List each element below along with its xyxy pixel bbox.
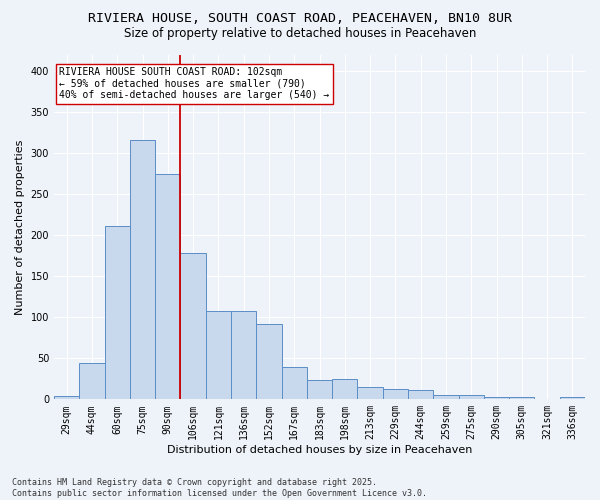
Bar	[433, 395, 458, 400]
Bar	[206, 311, 231, 400]
Bar	[231, 311, 256, 400]
Bar	[509, 397, 535, 400]
Bar	[54, 396, 79, 400]
Bar	[307, 380, 332, 400]
Bar	[256, 324, 281, 400]
Text: RIVIERA HOUSE, SOUTH COAST ROAD, PEACEHAVEN, BN10 8UR: RIVIERA HOUSE, SOUTH COAST ROAD, PEACEHA…	[88, 12, 512, 26]
Bar	[104, 226, 130, 400]
Bar	[560, 397, 585, 400]
Bar	[130, 140, 155, 400]
Bar	[383, 388, 408, 400]
Bar	[181, 252, 206, 400]
X-axis label: Distribution of detached houses by size in Peacehaven: Distribution of detached houses by size …	[167, 445, 472, 455]
Bar	[535, 398, 560, 400]
Text: Contains HM Land Registry data © Crown copyright and database right 2025.
Contai: Contains HM Land Registry data © Crown c…	[12, 478, 427, 498]
Bar	[281, 366, 307, 400]
Bar	[332, 379, 358, 400]
Bar	[458, 395, 484, 400]
Bar	[155, 174, 181, 400]
Text: Size of property relative to detached houses in Peacehaven: Size of property relative to detached ho…	[124, 28, 476, 40]
Bar	[408, 390, 433, 400]
Y-axis label: Number of detached properties: Number of detached properties	[15, 140, 25, 315]
Text: RIVIERA HOUSE SOUTH COAST ROAD: 102sqm
← 59% of detached houses are smaller (790: RIVIERA HOUSE SOUTH COAST ROAD: 102sqm ←…	[59, 68, 329, 100]
Bar	[79, 364, 104, 400]
Bar	[358, 387, 383, 400]
Bar	[484, 397, 509, 400]
